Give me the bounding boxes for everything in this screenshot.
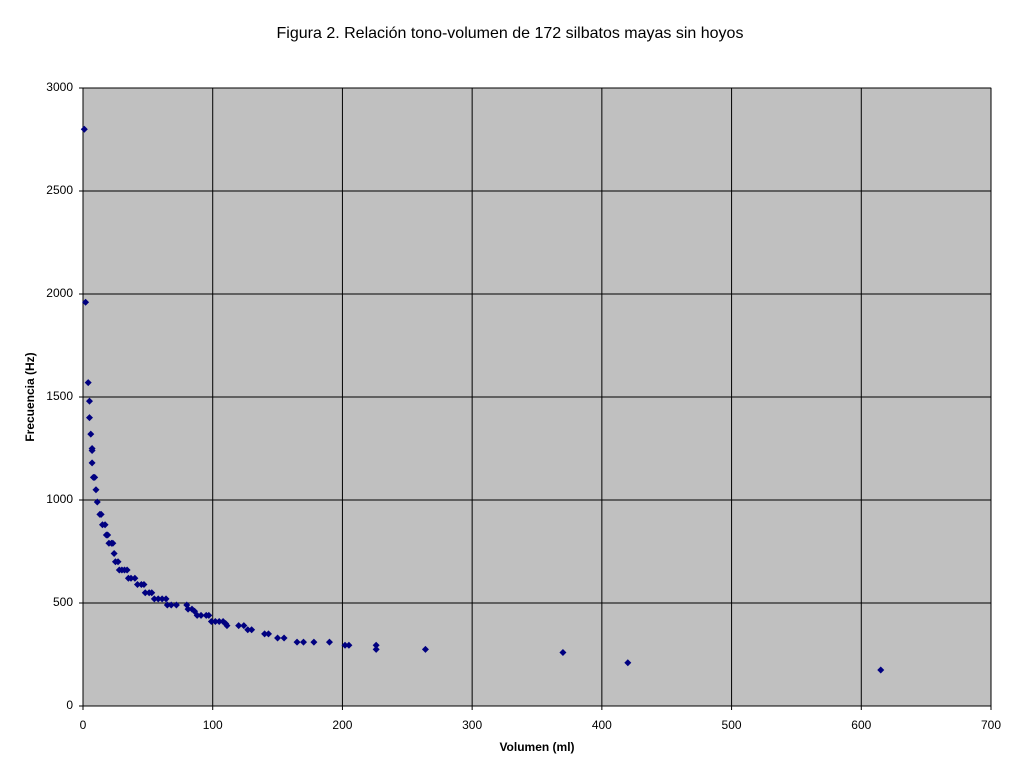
point — [280, 634, 288, 642]
point — [91, 473, 99, 481]
chart-title: Figura 2. Relación tono-volumen de 172 s… — [277, 25, 744, 42]
point — [193, 611, 201, 619]
point — [154, 595, 162, 603]
point — [300, 638, 308, 646]
point — [163, 601, 171, 609]
x-tick-label: 700 — [981, 718, 1001, 732]
point — [624, 659, 632, 667]
point — [235, 622, 243, 630]
point — [240, 622, 248, 630]
point — [133, 580, 141, 588]
point — [110, 550, 118, 558]
x-tick-label: 300 — [462, 718, 482, 732]
y-axis-title: Frecuencia (Hz) — [23, 352, 37, 441]
point — [274, 634, 282, 642]
point — [131, 574, 139, 582]
y-tick-label: 3000 — [46, 80, 73, 94]
point — [148, 589, 156, 597]
y-tick-label: 500 — [53, 595, 73, 609]
point — [310, 638, 318, 646]
y-tick-label: 1000 — [46, 492, 73, 506]
point — [127, 574, 135, 582]
point — [261, 630, 269, 638]
point — [264, 630, 272, 638]
point — [140, 580, 148, 588]
point — [197, 611, 205, 619]
y-tick-label: 2500 — [46, 183, 73, 197]
point — [372, 641, 380, 649]
point — [325, 638, 333, 646]
point — [207, 618, 215, 626]
point — [114, 558, 122, 566]
point — [167, 601, 175, 609]
point — [184, 605, 192, 613]
point — [215, 618, 223, 626]
point — [87, 430, 95, 438]
point — [101, 521, 109, 529]
point — [141, 589, 149, 597]
point — [82, 298, 90, 306]
x-axis-title: Volumen (ml) — [499, 740, 574, 754]
x-tick-label: 200 — [332, 718, 352, 732]
point — [559, 648, 567, 656]
x-tick-label: 400 — [592, 718, 612, 732]
y-tick-label: 0 — [66, 698, 73, 712]
point — [80, 125, 88, 133]
point — [223, 622, 231, 630]
point — [172, 601, 180, 609]
point — [104, 531, 112, 539]
y-tick-label: 2000 — [46, 286, 73, 300]
point — [92, 486, 100, 494]
point — [162, 595, 170, 603]
point — [372, 645, 380, 653]
point — [85, 414, 93, 422]
point — [244, 626, 252, 634]
point — [248, 626, 256, 634]
point — [109, 539, 117, 547]
point — [345, 641, 353, 649]
point — [97, 510, 105, 518]
point — [158, 595, 166, 603]
point — [341, 641, 349, 649]
point — [205, 611, 213, 619]
point — [85, 397, 93, 405]
point — [93, 498, 101, 506]
x-tick-label: 0 — [80, 718, 87, 732]
point — [293, 638, 301, 646]
point — [84, 379, 92, 387]
point — [211, 618, 219, 626]
y-tick-label: 1500 — [46, 389, 73, 403]
point — [877, 666, 885, 674]
point — [88, 447, 96, 455]
x-tick-label: 100 — [203, 718, 223, 732]
point — [421, 645, 429, 653]
point — [88, 459, 96, 467]
point — [150, 595, 158, 603]
x-tick-label: 500 — [722, 718, 742, 732]
point — [123, 566, 131, 574]
x-tick-label: 600 — [851, 718, 871, 732]
